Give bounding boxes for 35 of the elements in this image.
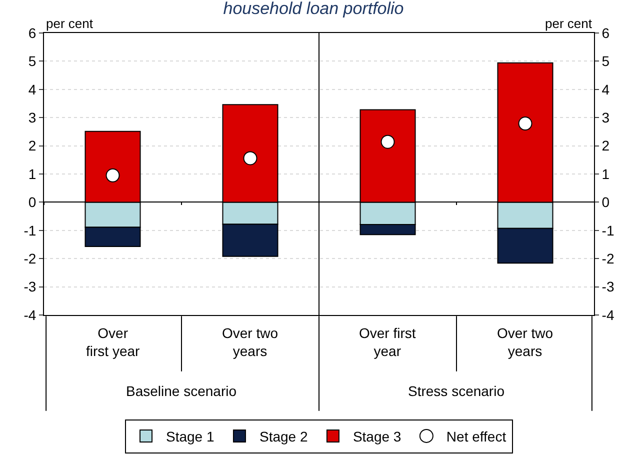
y-tick-label: -1	[24, 222, 36, 238]
legend-label: Stage 2	[259, 428, 308, 444]
y-tick-label: -2	[24, 250, 36, 266]
y-tick-label: 5	[28, 53, 36, 70]
y2-axis-title: per cent	[545, 16, 592, 31]
x-tick-label: Over two years	[222, 325, 278, 360]
y2-tick-label: 5	[602, 53, 610, 70]
y2-tick-label: 0	[602, 194, 610, 210]
y-tick-label: 0	[28, 194, 36, 210]
legend-label: Stage 3	[352, 428, 402, 444]
y2-tick-label: 1	[602, 166, 610, 182]
y-tick-label: 1	[28, 166, 36, 182]
y2-tick-label: -2	[602, 250, 614, 266]
y2-tick-label: -1	[602, 222, 614, 238]
y-tick-label: 2	[28, 138, 36, 154]
chart-title: household loan portfolio	[223, 0, 404, 18]
y-tick-label: 4	[28, 81, 36, 98]
x-tick-label: Over first year	[86, 325, 140, 360]
y2-tick-label: 4	[602, 81, 610, 98]
text: Baseline scenario	[126, 383, 237, 399]
y-tick-label: -3	[24, 278, 36, 295]
x-tick-label: Over two years	[497, 325, 554, 360]
text: Stress scenario	[408, 383, 505, 399]
y2-tick-label: 3	[602, 110, 610, 126]
legend-label: Stage 1	[166, 428, 214, 444]
y2-tick-label: -3	[602, 278, 614, 295]
y2-tick-label: 6	[602, 24, 610, 41]
y-tick-label: 3	[28, 110, 36, 126]
y-tick-label: -4	[24, 306, 36, 323]
x-tick-label: Over first year	[359, 325, 416, 360]
y2-tick-label: -4	[602, 306, 614, 323]
y-axis-title: per cent	[46, 16, 94, 31]
legend-label: Net effect	[446, 428, 506, 444]
y2-tick-label: 2	[602, 138, 610, 154]
y-tick-label: 6	[28, 24, 36, 41]
